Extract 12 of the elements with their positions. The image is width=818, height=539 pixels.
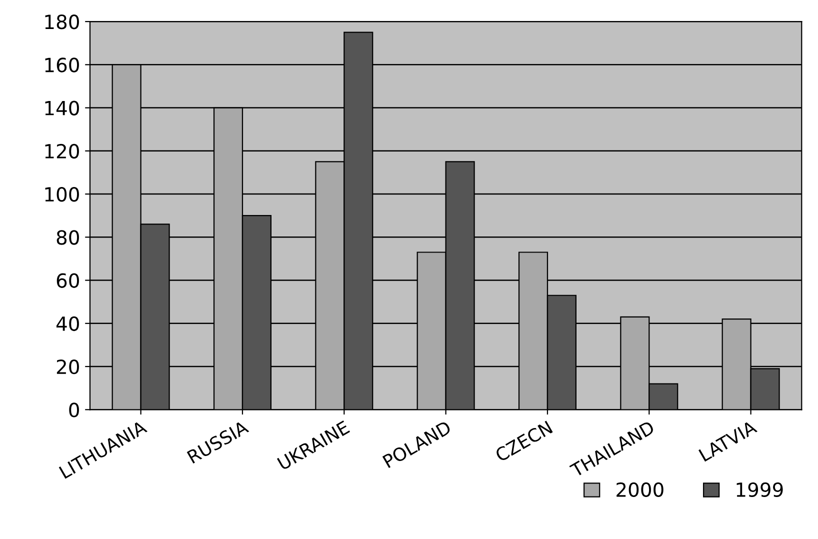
y-tick-label: 80 [56, 230, 79, 245]
y-tick-label: 0 [69, 402, 79, 418]
y-tick-label: 120 [45, 144, 79, 159]
y-tick-label: 40 [56, 316, 79, 332]
y-tick-label: 100 [45, 186, 79, 202]
y-tick-label: 60 [56, 273, 79, 288]
legend-label: 1999 [736, 482, 783, 498]
y-tick-label: 180 [45, 14, 79, 30]
y-tick-label: 20 [56, 359, 79, 374]
y-tick-label: 160 [45, 58, 79, 72]
legend-label: 2000 [616, 482, 664, 498]
y-tick-label: 140 [45, 100, 79, 116]
